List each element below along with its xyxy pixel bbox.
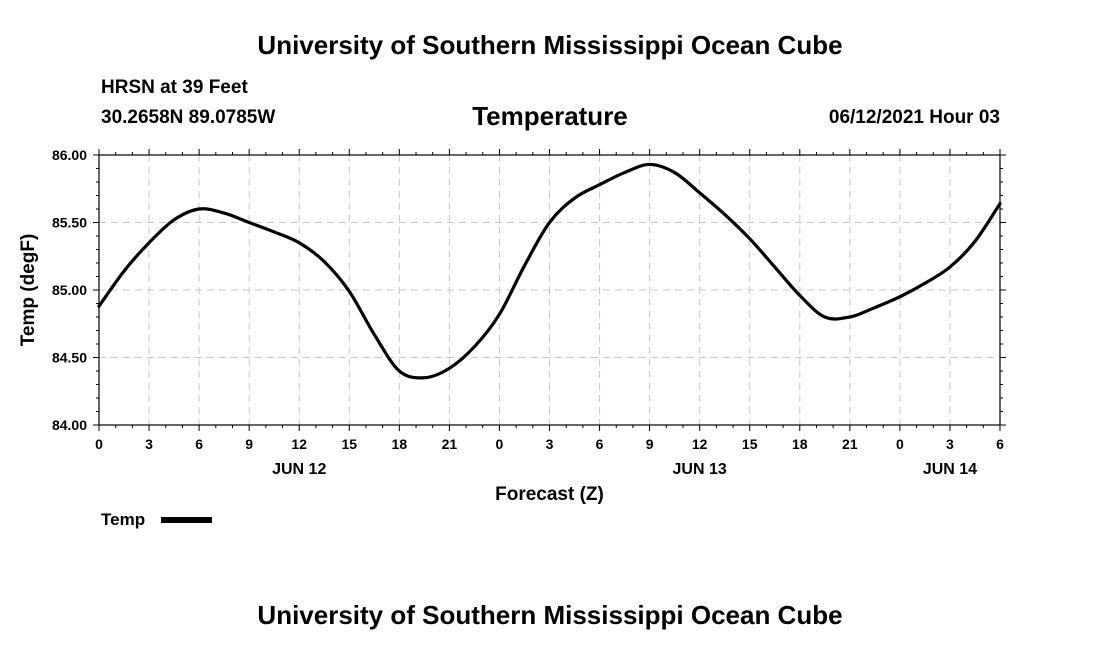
date-label: JUN 12	[272, 461, 326, 478]
station-label: HRSN at 39 Feet	[101, 77, 248, 98]
chart-grid	[99, 155, 1000, 425]
x-tick-label: 0	[95, 436, 103, 452]
x-axis-label: Forecast (Z)	[495, 484, 604, 505]
x-tick-label: 6	[195, 436, 203, 452]
y-tick-label: 84.50	[52, 350, 87, 366]
y-tick-label: 84.00	[52, 417, 87, 433]
coordinates-label: 30.2658N 89.0785W	[101, 107, 276, 128]
date-label: JUN 13	[673, 461, 727, 478]
temp-series-line	[97, 162, 1002, 380]
x-tick-label: 9	[245, 436, 253, 452]
x-tick-label: 12	[692, 436, 708, 452]
footer-title: University of Southern Mississippi Ocean…	[257, 600, 843, 630]
y-tick-label: 85.50	[52, 215, 87, 231]
x-tick-label: 3	[546, 436, 554, 452]
x-tick-label: 15	[742, 436, 758, 452]
x-tick-label: 0	[496, 436, 504, 452]
plot-frame	[98, 154, 1001, 426]
x-tick-label: 3	[145, 436, 153, 452]
legend-label: Temp	[101, 510, 145, 529]
x-tick-label: 9	[646, 436, 654, 452]
x-tick-label: 15	[341, 436, 357, 452]
page-title: University of Southern Mississippi Ocean…	[257, 30, 843, 60]
x-tick-label: 0	[896, 436, 904, 452]
forecast-datetime: 06/12/2021 Hour 03	[828, 107, 1000, 128]
date-label: JUN 14	[923, 461, 977, 478]
x-tick-label: 18	[392, 436, 408, 452]
x-tick-label: 21	[442, 436, 458, 452]
x-tick-label: 3	[946, 436, 954, 452]
variable-title: Temperature	[472, 101, 628, 131]
x-tick-label: 6	[996, 436, 1004, 452]
x-tick-label: 21	[842, 436, 858, 452]
y-axis-label: Temp (degF)	[18, 234, 39, 347]
chart-legend: Temp	[101, 510, 212, 529]
x-tick-label: 12	[291, 436, 307, 452]
x-tick-label: 6	[596, 436, 604, 452]
y-tick-label: 86.00	[52, 147, 87, 163]
chart-tick-labels: 84.00 84.50 85.00 85.50 86.00 0 3 6 9 12 15 18 21 0 3 6…	[52, 147, 1004, 478]
x-tick-label: 18	[792, 436, 808, 452]
y-tick-label: 85.00	[52, 282, 87, 298]
